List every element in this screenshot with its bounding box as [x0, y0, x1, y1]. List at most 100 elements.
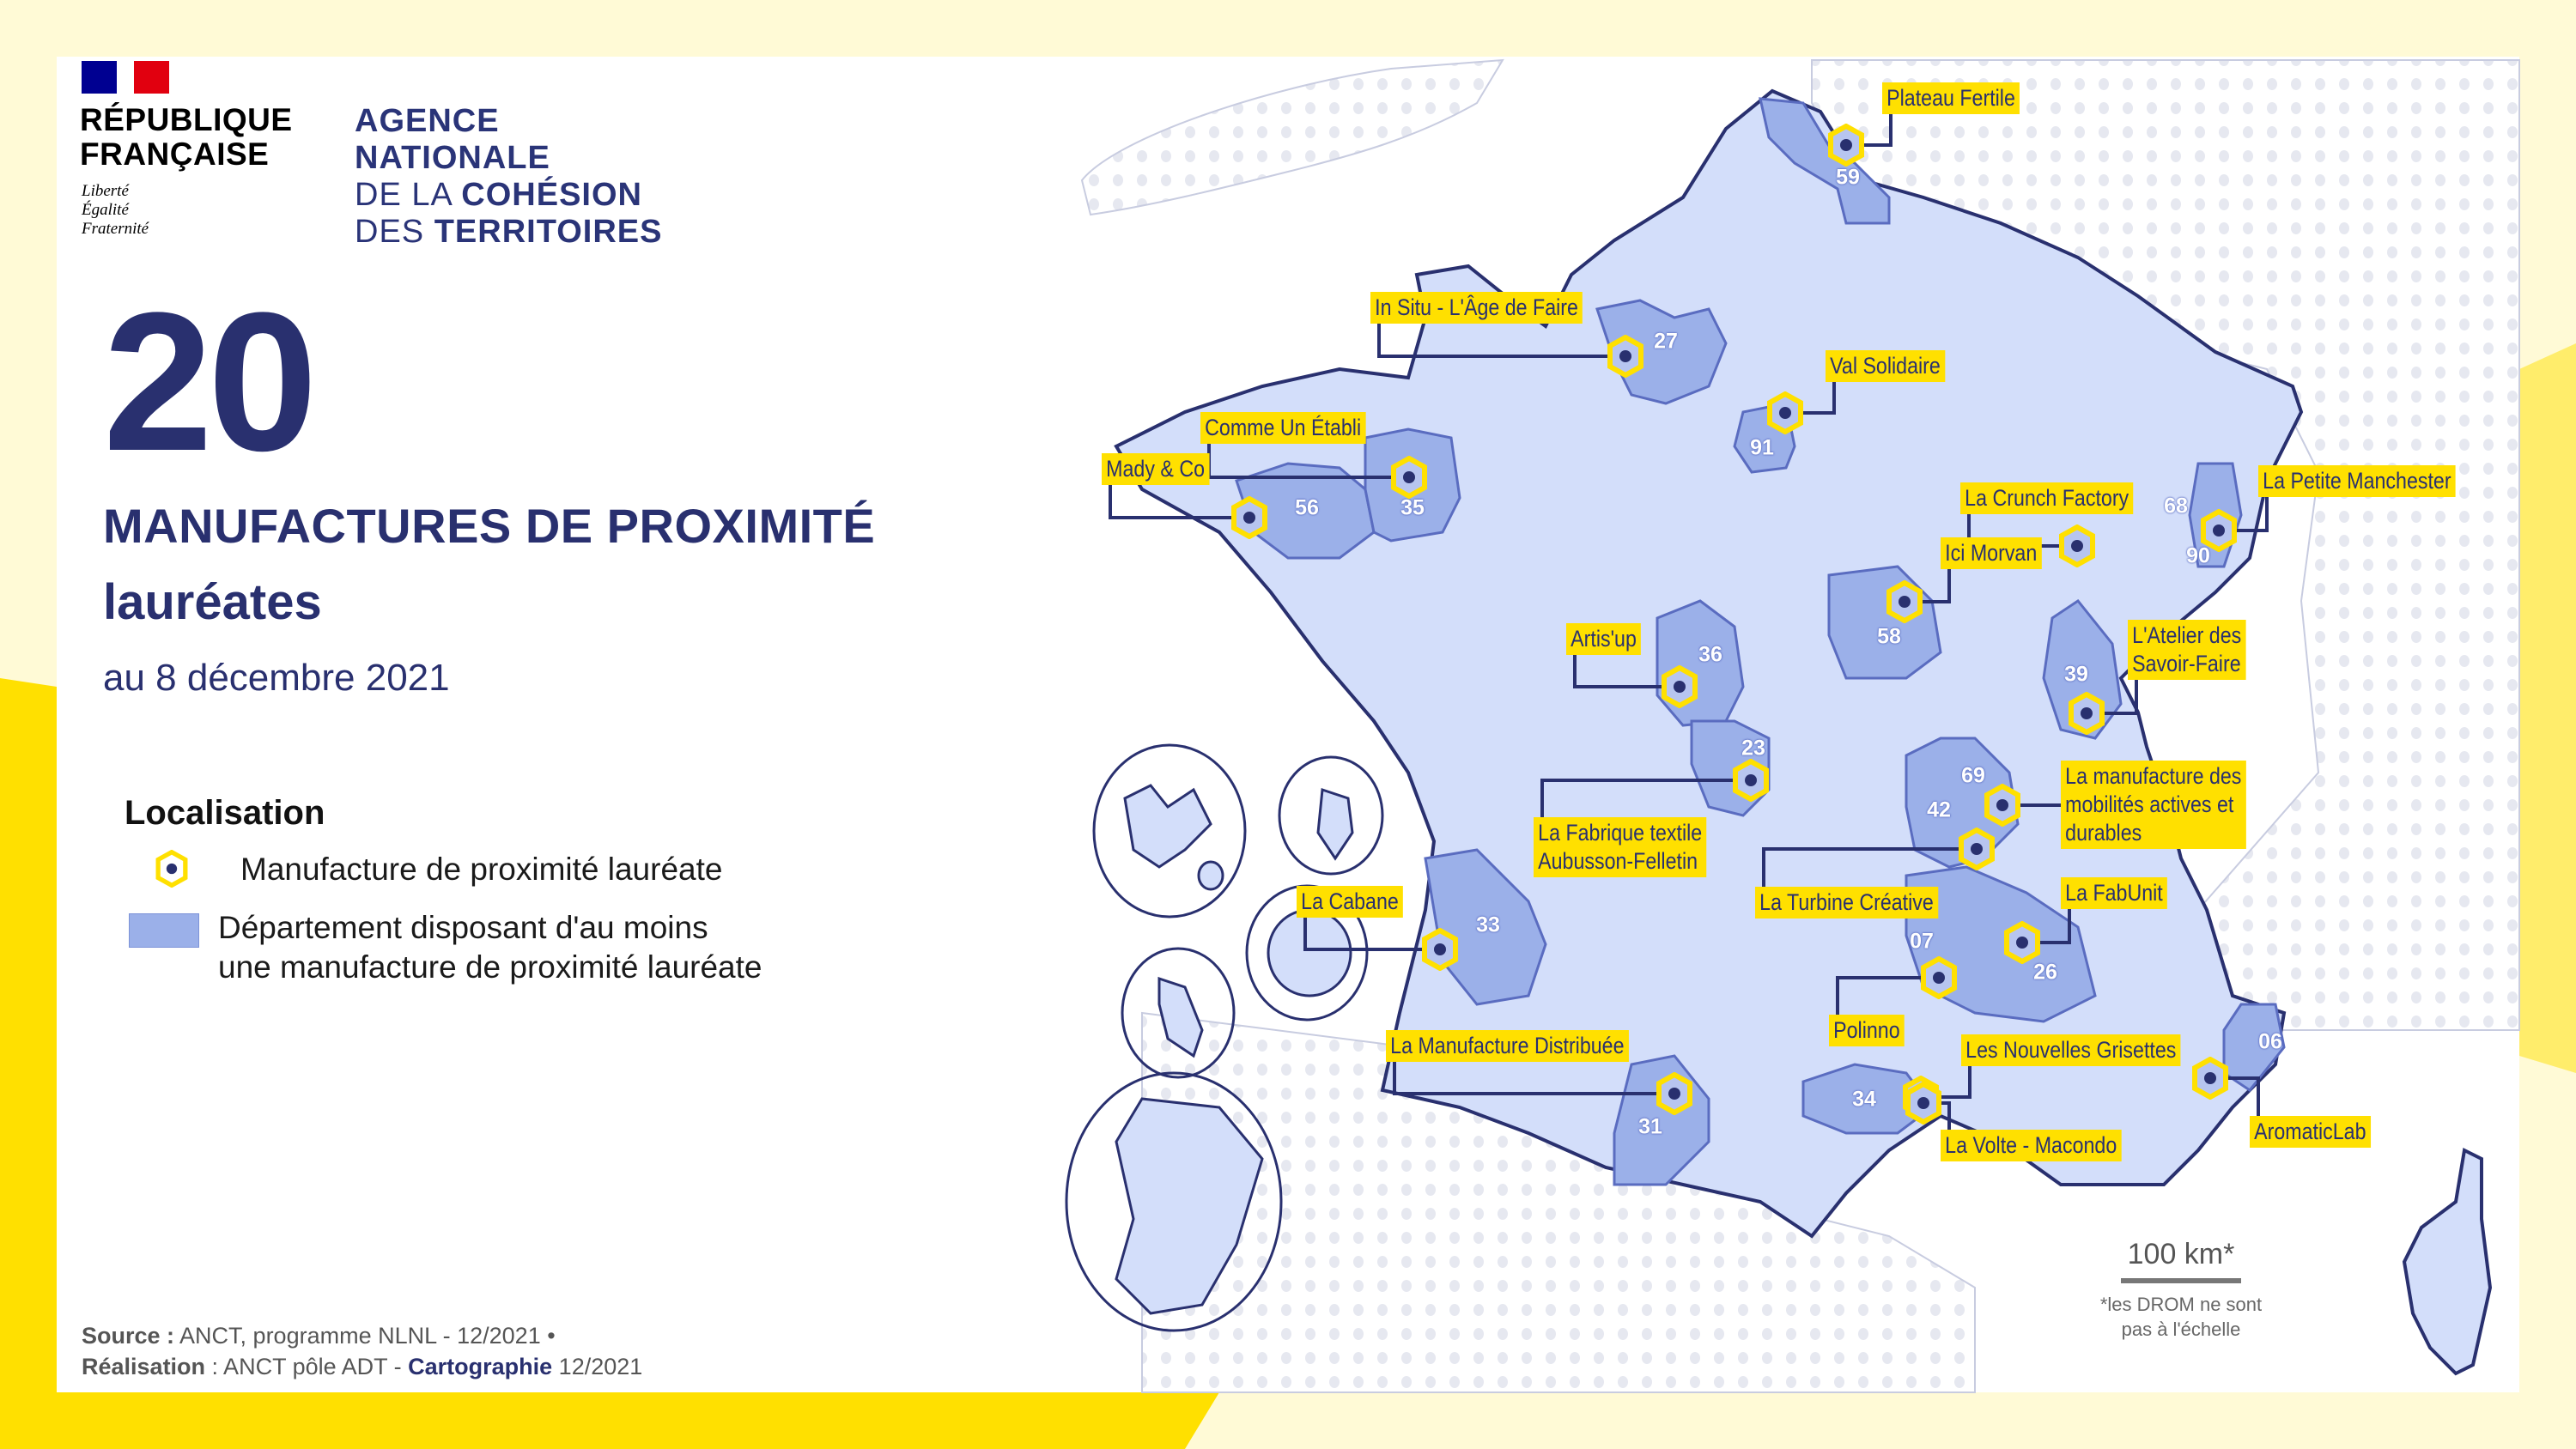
department-number-27: 27 — [1654, 329, 1678, 354]
department-number-33: 33 — [1476, 912, 1500, 937]
hexagon-marker-icon[interactable] — [1390, 456, 1428, 499]
manufacture-callout[interactable]: La Fabrique textile Aubusson-Felletin — [1534, 817, 1707, 877]
manufacture-callout[interactable]: La Turbine Créative — [1755, 887, 1938, 919]
manufacture-callout[interactable]: In Situ - L'Âge de Faire — [1370, 292, 1583, 324]
hexagon-marker-icon[interactable] — [2191, 1057, 2229, 1100]
department-number-56: 56 — [1295, 495, 1319, 520]
republique-francaise-logo: RÉPUBLIQUE FRANÇAISE — [80, 102, 293, 172]
page-subtitle: lauréates — [103, 574, 322, 630]
hexagon-marker-icon[interactable] — [2003, 921, 2041, 964]
department-number-07: 07 — [1910, 929, 1934, 954]
manufacture-callout[interactable]: La Volte - Macondo — [1941, 1130, 2122, 1161]
department-number-58: 58 — [1877, 624, 1901, 649]
callout-text: Savoir-Faire — [2132, 651, 2241, 676]
manufacture-callout[interactable]: Comme Un Établi — [1200, 412, 1366, 444]
inset-guyane — [1065, 1071, 1283, 1332]
legend-title: Localisation — [125, 794, 325, 832]
callout-text: Ici Morvan — [1945, 540, 2038, 566]
callout-text: La Petite Manchester — [2263, 468, 2451, 494]
department-number-31: 31 — [1638, 1114, 1662, 1139]
department-swatch — [129, 913, 199, 948]
manufacture-callout[interactable]: Artis'up — [1566, 623, 1642, 655]
department-number-36: 36 — [1698, 642, 1722, 667]
department-number-23: 23 — [1741, 736, 1765, 761]
department-number-91: 91 — [1750, 435, 1774, 460]
callout-text: Les Nouvelles Grisettes — [1965, 1037, 2177, 1063]
hexagon-marker-icon[interactable] — [1984, 784, 2021, 827]
leader-line — [1540, 779, 1751, 817]
hexagon-marker-icon[interactable] — [1905, 1082, 1942, 1125]
manufacture-callout[interactable]: La Petite Manchester — [2258, 465, 2456, 497]
callout-text: La Turbine Créative — [1759, 889, 1934, 915]
manufacture-callout[interactable]: Mady & Co — [1102, 453, 1210, 485]
manufacture-callout[interactable]: Les Nouvelles Grisettes — [1961, 1034, 2181, 1066]
department-number-68: 68 — [2164, 494, 2188, 518]
manufacture-callout[interactable]: AromaticLab — [2250, 1116, 2371, 1148]
hexagon-marker-icon[interactable] — [1766, 391, 1804, 434]
hexagon-marker-icon[interactable] — [2058, 524, 2096, 567]
manufacture-callout[interactable]: La Crunch Factory — [1960, 482, 2134, 514]
manufacture-callout[interactable]: Ici Morvan — [1941, 537, 2042, 569]
scale-bar: 100 km* *les DROM ne sont pas à l'échell… — [2099, 1238, 2263, 1340]
department-number-35: 35 — [1400, 495, 1425, 520]
inset-martinique — [1121, 947, 1236, 1079]
legend-item-manufacture: Manufacture de proximité lauréate — [129, 850, 722, 889]
hexagon-marker-icon — [155, 850, 188, 888]
neighbour-uk — [1080, 58, 1504, 216]
hexagon-marker-icon[interactable] — [1827, 124, 1865, 167]
department-number-34: 34 — [1852, 1087, 1876, 1112]
callout-text: Comme Un Établi — [1205, 415, 1362, 440]
callout-text: In Situ - L'Âge de Faire — [1375, 294, 1578, 320]
page-title: MANUFACTURES DE PROXIMITÉ — [103, 499, 876, 553]
marianne-flag-logo — [82, 61, 169, 94]
callout-text: Polinno — [1833, 1017, 1900, 1043]
callout-text: AromaticLab — [2254, 1119, 2366, 1144]
manufacture-callout[interactable]: Polinno — [1829, 1015, 1905, 1046]
dept-34 — [1801, 1063, 1935, 1135]
hexagon-marker-icon[interactable] — [1886, 580, 1923, 623]
anct-logo: AGENCE NATIONALE DE LA COHÉSION DES TERR… — [355, 103, 663, 250]
callout-text: Mady & Co — [1106, 456, 1206, 482]
hexagon-marker-icon[interactable] — [1661, 665, 1698, 708]
hexagon-marker-icon[interactable] — [1230, 496, 1268, 539]
inset-mayotte — [1278, 755, 1384, 876]
leader-line — [1109, 485, 1249, 519]
leader-line — [1573, 655, 1680, 688]
manufacture-callout[interactable]: La Cabane — [1297, 886, 1403, 918]
hexagon-marker-icon[interactable] — [1920, 956, 1958, 999]
callout-text: durables — [2065, 820, 2142, 846]
date-label: au 8 décembre 2021 — [103, 657, 450, 699]
hexagon-marker-icon[interactable] — [1421, 928, 1459, 971]
department-number-26: 26 — [2033, 960, 2057, 985]
manufacture-callout[interactable]: Plateau Fertile — [1882, 82, 2020, 114]
source-credits: Source : ANCT, programme NLNL - 12/2021 … — [82, 1323, 643, 1379]
leader-line — [1762, 847, 1977, 887]
leader-line — [1303, 918, 1440, 951]
hexagon-marker-icon[interactable] — [1732, 759, 1770, 802]
callout-text: La FabUnit — [2065, 880, 2163, 906]
hexagon-marker-icon[interactable] — [1958, 828, 1996, 870]
count-heading: 20 — [103, 271, 318, 492]
dept-27 — [1595, 299, 1728, 405]
callout-text: Artis'up — [1571, 626, 1637, 652]
hexagon-marker-icon[interactable] — [1607, 335, 1644, 378]
department-number-59: 59 — [1836, 165, 1860, 190]
callout-text: La Crunch Factory — [1965, 485, 2129, 511]
leader-line — [1393, 1062, 1674, 1095]
department-number-42: 42 — [1927, 797, 1951, 822]
dept-06 — [2222, 1003, 2286, 1093]
scale-bar-line — [2121, 1278, 2241, 1283]
manufacture-callout[interactable]: La FabUnit — [2061, 877, 2167, 909]
hexagon-marker-icon[interactable] — [2068, 692, 2105, 735]
hexagon-marker-icon[interactable] — [1656, 1072, 1693, 1115]
callout-text: mobilités actives et — [2065, 791, 2234, 817]
legend-item-department: Département disposant d'au moins une man… — [129, 908, 762, 987]
manufacture-callout[interactable]: L'Atelier des Savoir-Faire — [2128, 620, 2246, 680]
leader-line — [1377, 324, 1625, 358]
manufacture-callout[interactable]: Val Solidaire — [1826, 350, 1945, 382]
manufacture-callout[interactable]: La Manufacture Distribuée — [1386, 1030, 1629, 1062]
department-number-69: 69 — [1961, 763, 1985, 788]
manufacture-callout[interactable]: La manufacture des mobilités actives et du… — [2061, 761, 2246, 849]
callout-text: Aubusson-Felletin — [1538, 848, 1698, 874]
hexagon-marker-icon[interactable] — [2200, 509, 2238, 552]
